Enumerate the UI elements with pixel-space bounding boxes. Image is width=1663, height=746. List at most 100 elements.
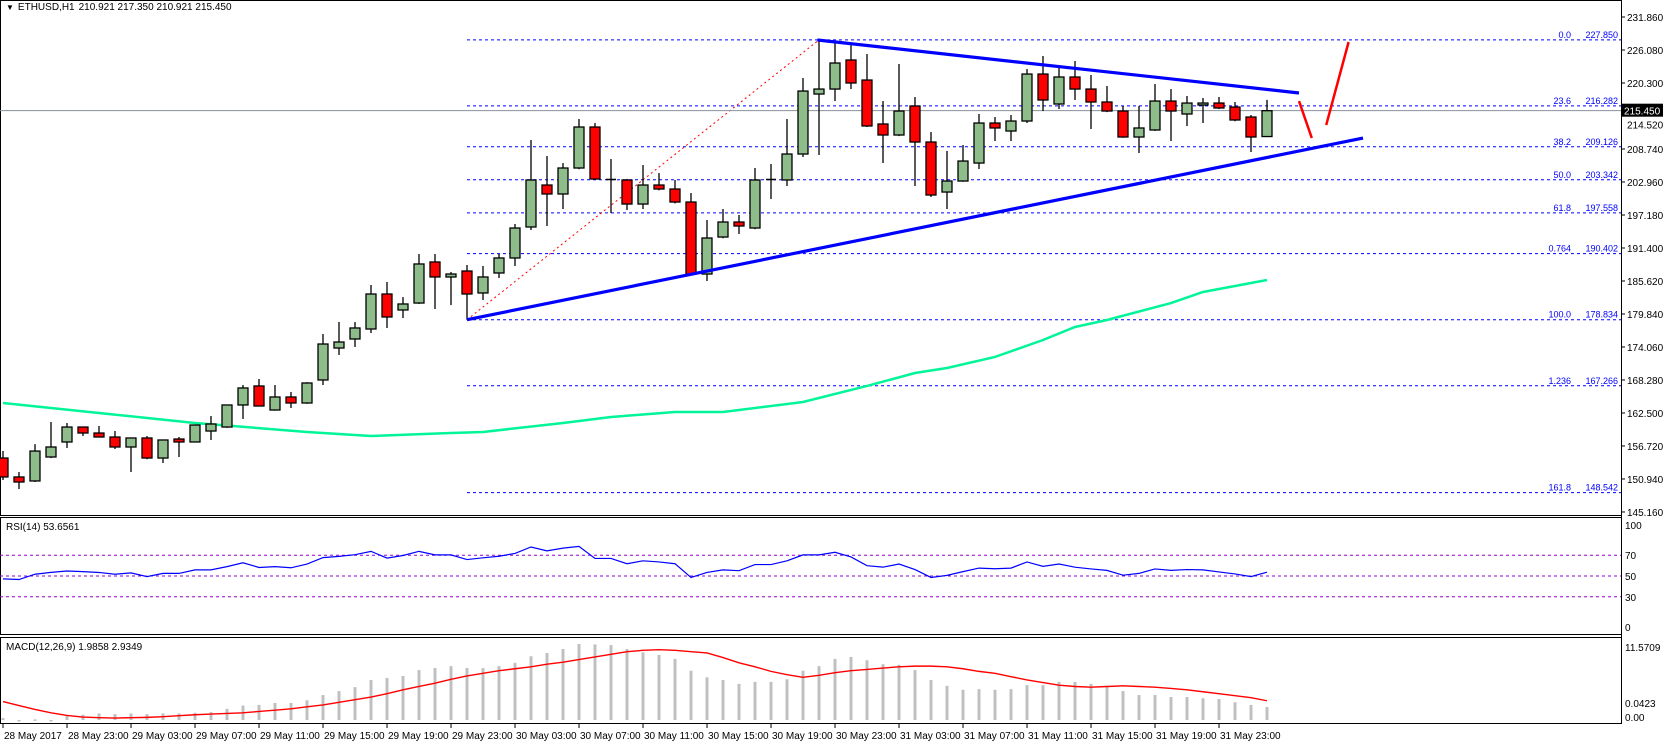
candle[interactable] bbox=[333, 321, 345, 355]
candle[interactable] bbox=[845, 45, 857, 90]
candle[interactable] bbox=[941, 150, 953, 209]
candle[interactable] bbox=[813, 39, 825, 155]
candle-body bbox=[173, 438, 185, 443]
candle[interactable] bbox=[365, 284, 377, 333]
candle[interactable] bbox=[829, 41, 841, 102]
candle[interactable] bbox=[909, 96, 921, 186]
candle[interactable] bbox=[925, 132, 937, 198]
candle[interactable] bbox=[1085, 75, 1097, 130]
candle-body bbox=[861, 79, 873, 127]
candle[interactable] bbox=[397, 297, 409, 318]
candle[interactable] bbox=[1213, 96, 1225, 110]
candle-body bbox=[893, 110, 905, 136]
candle[interactable] bbox=[1053, 68, 1065, 110]
fib-level-price: 167.266 bbox=[1585, 376, 1618, 386]
candle[interactable] bbox=[109, 431, 121, 450]
candle[interactable] bbox=[973, 113, 985, 169]
candle[interactable] bbox=[877, 101, 889, 164]
candle[interactable] bbox=[445, 271, 457, 306]
candle[interactable] bbox=[429, 253, 441, 310]
support-trendline[interactable] bbox=[466, 136, 1364, 322]
candle[interactable] bbox=[285, 391, 297, 409]
candle[interactable] bbox=[413, 253, 425, 304]
candle[interactable] bbox=[1245, 115, 1257, 153]
price-tick-label: 202.960 bbox=[1627, 178, 1663, 189]
candle[interactable] bbox=[637, 165, 649, 209]
candle[interactable] bbox=[1149, 84, 1161, 131]
candle[interactable] bbox=[141, 436, 153, 460]
candle[interactable] bbox=[13, 472, 25, 490]
candle[interactable] bbox=[606, 159, 616, 213]
candle[interactable] bbox=[221, 404, 233, 428]
candle[interactable] bbox=[125, 437, 137, 473]
candle[interactable] bbox=[1005, 115, 1017, 141]
candle[interactable] bbox=[957, 144, 969, 182]
candle[interactable] bbox=[61, 423, 73, 448]
candle[interactable] bbox=[573, 119, 585, 170]
candle[interactable] bbox=[685, 193, 697, 276]
candle[interactable] bbox=[205, 416, 217, 440]
candle[interactable] bbox=[653, 173, 665, 191]
candle[interactable] bbox=[381, 282, 393, 328]
candle[interactable] bbox=[317, 334, 329, 386]
rsi-line bbox=[2, 545, 1268, 581]
candle[interactable] bbox=[461, 264, 473, 320]
candle[interactable] bbox=[349, 321, 361, 347]
candle[interactable] bbox=[1021, 69, 1033, 124]
candle[interactable] bbox=[589, 123, 601, 181]
candle[interactable] bbox=[717, 208, 729, 239]
macd-histogram-bar bbox=[673, 658, 677, 720]
candle[interactable] bbox=[173, 437, 185, 457]
candle[interactable] bbox=[781, 119, 793, 186]
macd-histogram-bar bbox=[1009, 689, 1013, 720]
candle[interactable] bbox=[766, 164, 776, 200]
candle[interactable] bbox=[45, 421, 57, 459]
candle[interactable] bbox=[1261, 99, 1273, 138]
candle[interactable] bbox=[557, 163, 569, 209]
candle[interactable] bbox=[301, 382, 313, 404]
candle[interactable] bbox=[893, 63, 905, 137]
candle[interactable] bbox=[237, 385, 249, 419]
macd-histogram-bar bbox=[289, 702, 293, 720]
fib-level-price: 203.342 bbox=[1585, 170, 1618, 180]
candle[interactable] bbox=[669, 179, 681, 204]
candle[interactable] bbox=[861, 53, 873, 128]
macd-label: MACD(12,26,9) 1.9858 2.9349 bbox=[6, 642, 143, 653]
candle-body bbox=[669, 188, 681, 203]
candle[interactable] bbox=[1133, 106, 1145, 153]
macd-histogram-bar bbox=[193, 712, 197, 720]
resistance-trendline[interactable] bbox=[817, 38, 1300, 95]
candle[interactable] bbox=[749, 168, 761, 230]
candle[interactable] bbox=[1181, 96, 1193, 126]
candle[interactable] bbox=[541, 156, 553, 227]
candle[interactable] bbox=[1117, 106, 1129, 138]
candle[interactable] bbox=[477, 265, 489, 300]
candle[interactable] bbox=[493, 253, 505, 279]
candle[interactable] bbox=[77, 426, 89, 437]
macd-histogram-bar bbox=[1249, 704, 1253, 720]
candle-body bbox=[557, 167, 569, 195]
candle[interactable] bbox=[733, 214, 745, 234]
candle[interactable] bbox=[621, 178, 633, 211]
candle[interactable] bbox=[93, 425, 105, 438]
candle[interactable] bbox=[0, 450, 9, 480]
candle[interactable] bbox=[29, 444, 41, 482]
price-tick-label: 174.060 bbox=[1627, 343, 1663, 354]
candle[interactable] bbox=[1101, 86, 1113, 113]
candle[interactable] bbox=[189, 424, 201, 443]
candle-body bbox=[125, 437, 137, 448]
triangle-down-icon[interactable]: ▼ bbox=[6, 3, 14, 12]
candle[interactable] bbox=[525, 140, 537, 231]
candle[interactable] bbox=[157, 439, 169, 463]
candle[interactable] bbox=[989, 117, 1001, 141]
candle[interactable] bbox=[1197, 98, 1209, 124]
candle[interactable] bbox=[1229, 102, 1241, 122]
candle[interactable] bbox=[269, 385, 281, 411]
candle[interactable] bbox=[509, 224, 521, 266]
macd-histogram-bar bbox=[577, 643, 581, 720]
candle-body bbox=[189, 424, 201, 443]
candle[interactable] bbox=[253, 379, 265, 407]
candle[interactable] bbox=[797, 78, 809, 157]
candle[interactable] bbox=[1165, 89, 1177, 141]
